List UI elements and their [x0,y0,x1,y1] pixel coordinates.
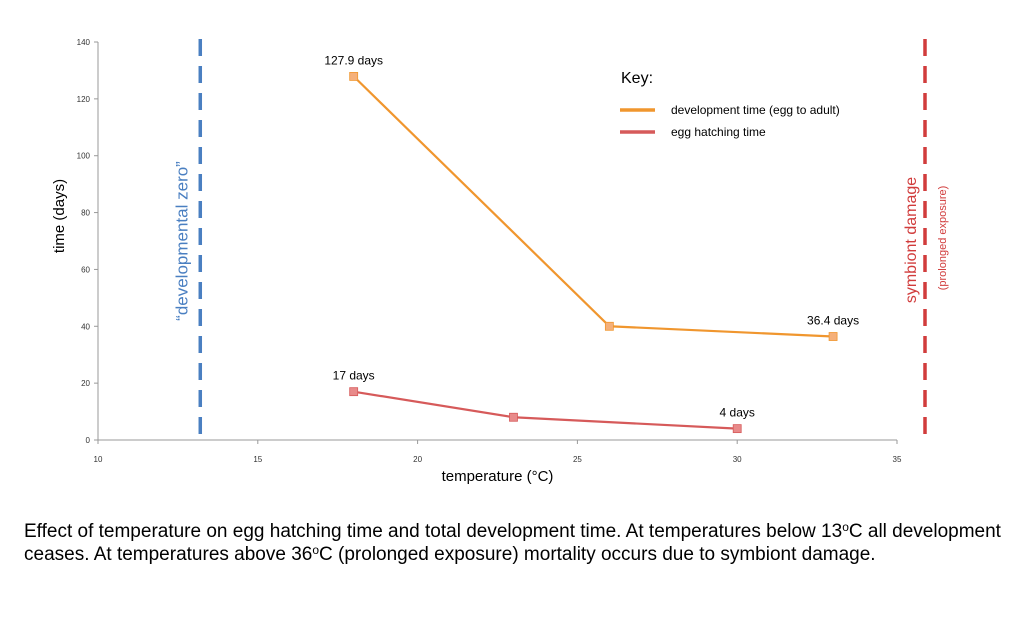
y-tick-label: 100 [77,152,91,161]
data-labels: 127.9 days 36.4 days 17 days 4 days [324,53,859,419]
series-line-2 [353,390,738,430]
data-label: 17 days [333,369,375,383]
symbiont-damage-label: symbiont damage [903,177,920,303]
y-tick-label: 120 [77,95,91,104]
x-axis-title: temperature (°C) [442,468,554,485]
legend-label-1: development time (egg to adult) [671,103,840,117]
x-tick-label: 20 [413,455,422,464]
data-label: 4 days [720,406,755,420]
x-tick-label: 25 [573,455,582,464]
legend: Key: development time (egg to adult) egg h… [620,70,840,139]
data-label: 127.9 days [324,53,383,67]
y-tick-label: 140 [77,38,91,47]
axes: 0 20 40 60 80 100 120 140 10 15 20 25 30 35 temperatur… [51,38,902,485]
x-tick-label: 35 [893,455,902,464]
y-tick-label: 60 [81,265,90,274]
x-tick-label: 15 [253,455,262,464]
degree-superscript-2: o [312,543,320,557]
developmental-zero-label: “developmental zero” [172,161,191,321]
degree-superscript-1: o [842,520,849,534]
series-2-point [732,424,742,434]
x-tick-label: 10 [94,455,103,464]
figure-caption: Effect of temperature on egg hatching ti… [24,520,1014,566]
y-tick-label: 0 [86,436,91,445]
caption-text-1: Effect of temperature on egg hatching ti… [24,521,843,542]
y-axis-title: time (days) [51,179,68,253]
series-2-point [509,412,518,422]
series-1-point [828,332,838,341]
caption-text-3: C (prolonged exposure) mortality occurs … [319,544,876,565]
chart: 0 20 40 60 80 100 120 140 10 15 20 25 30 35 temperatur… [51,38,949,485]
y-tick-label: 80 [81,209,90,218]
reference-lines: “developmental zero” symbiont damage (prol… [172,39,949,440]
legend-title: Key: [621,70,653,87]
series-1-point [349,71,359,81]
data-label: 36.4 days [807,314,859,328]
series-1-point [604,321,614,331]
y-tick-label: 20 [81,379,90,388]
legend-label-2: egg hatching time [671,125,766,139]
x-tick-label: 30 [733,455,742,464]
caption-text-2: C all development ceases. At temperature… [24,521,1001,565]
series-2-point [349,387,359,397]
prolonged-exposure-label: (prolonged exposure) [937,186,949,291]
y-tick-label: 40 [81,322,90,331]
series [349,71,838,434]
